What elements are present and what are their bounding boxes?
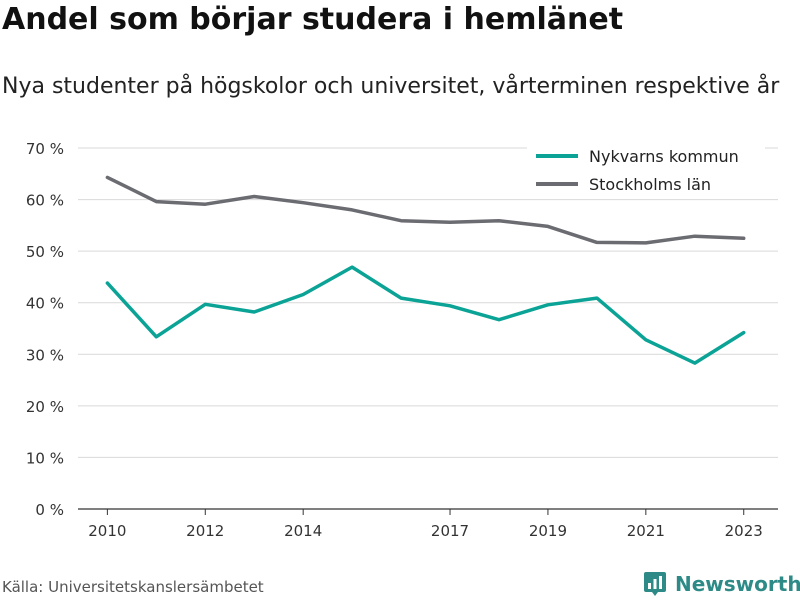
brand-name: Newsworthy (675, 572, 800, 596)
legend: Nykvarns kommun Stockholms län (527, 143, 765, 199)
chart-subtitle: Nya studenter på högskolor och universit… (2, 74, 780, 99)
x-tick-label: 2021 (627, 522, 665, 540)
y-tick-label: 10 % (26, 449, 64, 467)
axes: 0 % 10 % 20 % 30 % 40 % 50 % 60 % 70 % 2010 2012 2… (26, 140, 778, 540)
x-tick-label: 2012 (186, 522, 224, 540)
legend-background (527, 143, 765, 199)
legend-label: Nykvarns kommun (589, 147, 739, 166)
bar-chart-icon (644, 572, 666, 596)
series-line (105, 265, 746, 365)
x-tick-label: 2010 (88, 522, 126, 540)
source-note: Källa: Universitetskanslersämbetet (2, 578, 264, 596)
y-tick-label: 70 % (26, 140, 64, 158)
y-tick-label: 0 % (35, 501, 64, 519)
chart-title: Andel som börjar studera i hemlänet (2, 2, 624, 37)
y-tick-label: 60 % (26, 192, 64, 210)
x-tick-label: 2017 (431, 522, 469, 540)
y-tick-label: 40 % (26, 295, 64, 313)
x-tick-label: 2023 (725, 522, 763, 540)
series-line (105, 175, 746, 245)
y-tick-label: 30 % (26, 346, 64, 364)
series-lines (105, 175, 746, 365)
legend-label: Stockholms län (589, 175, 711, 194)
y-tick-label: 20 % (26, 398, 64, 416)
y-tick-label: 50 % (26, 243, 64, 261)
x-tick-label: 2014 (284, 522, 322, 540)
brand: Newsworthy (643, 568, 800, 600)
x-tick-label: 2019 (529, 522, 567, 540)
